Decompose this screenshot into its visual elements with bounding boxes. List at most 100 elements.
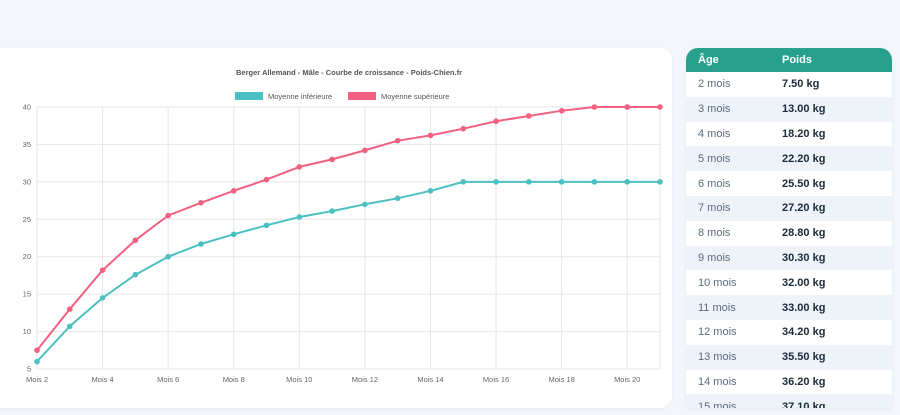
data-point[interactable] <box>394 137 401 144</box>
header-weight: Poids <box>782 54 812 66</box>
data-point[interactable] <box>66 323 73 330</box>
data-point[interactable] <box>230 188 237 194</box>
data-point[interactable] <box>198 241 204 247</box>
table-row: 7 mois 27.20 kg <box>686 195 892 221</box>
x-tick-label: Mois 14 <box>417 375 443 384</box>
table-row: 3 mois 13.00 kg <box>686 96 892 122</box>
header-age: Âge <box>698 54 719 66</box>
age-cell: 10 mois <box>698 276 737 289</box>
table-row: 11 mois 33.00 kg <box>686 295 892 320</box>
data-point[interactable] <box>558 179 565 185</box>
x-tick-label: Mois 12 <box>352 375 378 384</box>
data-point[interactable] <box>526 113 532 119</box>
data-point[interactable] <box>165 253 171 260</box>
data-point[interactable] <box>99 295 106 301</box>
age-cell: 15 mois <box>698 400 737 408</box>
data-point[interactable] <box>329 156 335 163</box>
data-point[interactable] <box>132 271 139 278</box>
data-point[interactable] <box>362 147 368 154</box>
data-point[interactable] <box>657 104 663 110</box>
table-row: 15 mois 37.10 kg <box>686 394 892 408</box>
weight-cell: 18.20 kg <box>782 127 826 140</box>
data-point[interactable] <box>263 222 270 229</box>
x-tick-label: Mois 20 <box>614 375 640 384</box>
table-row: 13 mois 35.50 kg <box>686 344 892 370</box>
table-row: 10 mois 32.00 kg <box>686 270 892 296</box>
table-body: 2 mois 7.50 kg 3 mois 13.00 kg 4 mois 18.20 k… <box>686 72 892 408</box>
x-tick-label: Mois 10 <box>286 375 312 384</box>
chart-series <box>34 104 663 365</box>
weight-cell: 22.20 kg <box>782 152 826 165</box>
data-point[interactable] <box>427 188 434 194</box>
series-line-0 <box>36 180 660 363</box>
data-point[interactable] <box>165 212 171 219</box>
data-point[interactable] <box>198 200 204 206</box>
chart-grid <box>36 106 661 370</box>
table-row: 14 mois 36.20 kg <box>686 369 892 395</box>
x-axis: Mois 2 Mois 4 Mois 6 Mois 8 Mois 10 Mois 12 Mo… <box>26 375 640 384</box>
data-point[interactable] <box>657 179 663 185</box>
data-point[interactable] <box>34 358 40 365</box>
legend-label: Moyenne supérieure <box>381 92 449 101</box>
age-cell: 11 mois <box>698 301 736 314</box>
data-point[interactable] <box>296 214 303 220</box>
table-row: 4 mois 18.20 kg <box>686 121 892 147</box>
weight-cell: 33.00 kg <box>782 301 826 314</box>
data-point[interactable] <box>624 104 631 110</box>
data-point[interactable] <box>493 179 499 185</box>
data-point[interactable] <box>99 267 106 273</box>
age-cell: 4 mois <box>698 127 731 140</box>
x-tick-label: Mois 4 <box>92 375 114 384</box>
table-header-row: Âge Poids <box>686 48 892 72</box>
table-row: 12 mois 34.20 kg <box>686 319 892 345</box>
data-point[interactable] <box>263 176 270 183</box>
chart-title: Berger Allemand - Mâle - Courbe de crois… <box>236 68 462 77</box>
data-point[interactable] <box>460 179 467 185</box>
x-tick-label: Mois 6 <box>157 375 179 384</box>
data-point[interactable] <box>460 125 467 132</box>
y-tick-label: 40 <box>23 103 31 112</box>
data-point[interactable] <box>558 107 565 114</box>
age-cell: 13 mois <box>698 351 737 364</box>
chart-legend: Moyenne inférieure Moyenne supérieure <box>235 92 449 101</box>
data-point[interactable] <box>493 118 499 125</box>
growth-chart: Berger Allemand - Mâle - Courbe de crois… <box>23 68 663 384</box>
data-point[interactable] <box>394 195 401 202</box>
data-point[interactable] <box>296 164 303 170</box>
legend-swatch <box>235 92 263 100</box>
data-point[interactable] <box>329 208 335 214</box>
weight-cell: 30.30 kg <box>782 251 826 264</box>
data-point[interactable] <box>362 201 368 208</box>
data-point[interactable] <box>624 179 631 185</box>
y-tick-label: 5 <box>27 365 31 374</box>
data-point[interactable] <box>591 179 598 185</box>
data-point[interactable] <box>66 306 73 312</box>
series-line-1 <box>36 106 660 351</box>
table-row: 2 mois 7.50 kg <box>686 72 892 97</box>
data-point[interactable] <box>427 132 434 139</box>
table-row: 5 mois 22.20 kg <box>686 146 892 172</box>
table-row: 6 mois 25.50 kg <box>686 171 892 196</box>
legend-swatch <box>348 92 376 100</box>
data-point[interactable] <box>591 104 598 110</box>
y-tick-label: 20 <box>23 252 31 261</box>
weight-cell: 34.20 kg <box>782 326 826 339</box>
weight-cell: 27.20 kg <box>782 202 826 215</box>
data-point[interactable] <box>34 347 40 354</box>
data-point[interactable] <box>526 179 532 185</box>
weight-cell: 28.80 kg <box>782 227 826 240</box>
age-cell: 2 mois <box>698 78 731 91</box>
x-tick-label: Mois 2 <box>26 375 48 384</box>
weight-cell: 36.20 kg <box>782 375 826 388</box>
weight-cell: 35.50 kg <box>782 351 826 364</box>
x-tick-label: Mois 16 <box>483 375 509 384</box>
weight-cell: 13.00 kg <box>782 103 826 116</box>
data-point[interactable] <box>230 231 237 238</box>
y-axis: 5 10 15 20 25 30 35 40 <box>23 103 31 374</box>
legend-label: Moyenne inférieure <box>268 92 332 101</box>
y-tick-label: 10 <box>23 327 31 336</box>
y-tick-label: 15 <box>23 290 31 299</box>
data-point[interactable] <box>132 237 139 244</box>
weight-cell: 32.00 kg <box>782 276 826 289</box>
age-cell: 8 mois <box>698 227 731 240</box>
